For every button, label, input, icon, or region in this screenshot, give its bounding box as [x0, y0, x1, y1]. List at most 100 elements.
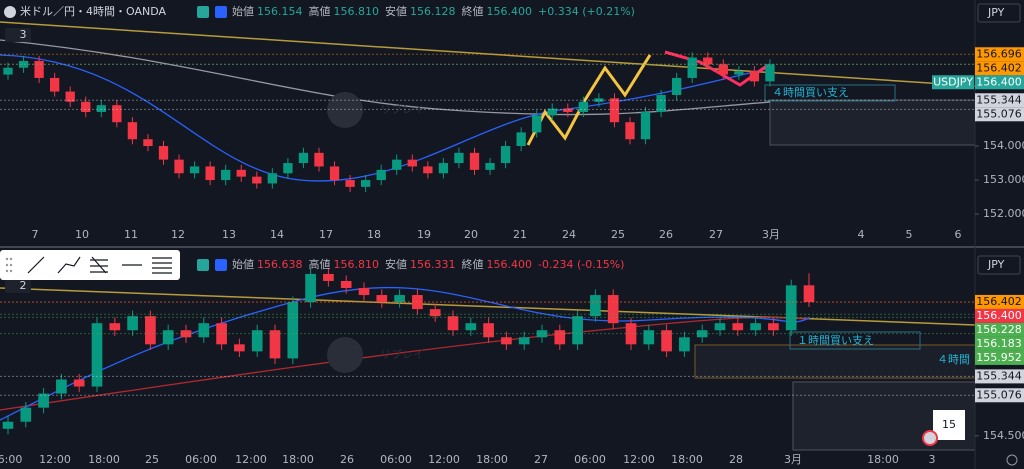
header-icons	[4, 6, 1018, 466]
candle-body	[768, 323, 779, 331]
tool-lines[interactable]	[152, 257, 172, 274]
candle-body	[590, 295, 601, 317]
candle-body	[73, 379, 85, 387]
candle-body	[536, 330, 548, 338]
price-tag	[975, 294, 1024, 309]
price-tag	[975, 322, 1024, 337]
event-icon[interactable]	[922, 430, 938, 446]
candle-body	[376, 169, 386, 181]
x-tick-label: 20	[464, 228, 478, 241]
badge-label: 15	[942, 418, 956, 431]
currency-label: JPY	[987, 258, 1005, 271]
candle-body	[625, 122, 635, 140]
watermark-icon	[327, 92, 363, 128]
badge-box	[933, 410, 965, 440]
candle-body	[358, 288, 370, 296]
candle-body	[18, 60, 29, 68]
trend-line	[0, 21, 976, 87]
candle-body	[578, 101, 589, 112]
moving-average	[0, 287, 811, 421]
candle-body	[109, 323, 121, 331]
candle-body	[714, 323, 726, 331]
candle-body	[500, 146, 511, 164]
currency-button[interactable]	[977, 3, 1021, 23]
candle-body	[454, 152, 464, 164]
pane-number: 3	[20, 28, 27, 41]
candle-body	[732, 323, 744, 331]
candle-body	[679, 337, 690, 352]
candle-body	[734, 71, 744, 75]
price-tag-label: 156.228	[976, 323, 1022, 336]
candle-body	[749, 71, 760, 82]
x-tick-label: 19	[417, 228, 431, 241]
status-icon	[197, 6, 209, 18]
x-tick-label: 18	[367, 228, 381, 241]
candle-body	[305, 273, 316, 303]
candle-body	[516, 132, 526, 147]
currency-label: JPY	[987, 6, 1005, 19]
wave-drawing	[526, 54, 652, 146]
replay-icon[interactable]	[215, 6, 227, 18]
settings-icon[interactable]	[1006, 454, 1018, 466]
candle-body	[376, 295, 388, 303]
ohlc-text: +0.334 (+0.21%)	[538, 5, 635, 18]
tool-trendline[interactable]	[27, 256, 45, 274]
candle-body	[180, 330, 192, 338]
x-tick-label: 18:00	[476, 453, 508, 466]
x-tick-label: 10	[75, 228, 89, 241]
candle-body	[687, 57, 697, 78]
ohlc-text: 安値	[385, 4, 407, 18]
annotation: ４時間買い支え	[772, 86, 849, 99]
x-tick-label: 12:00	[623, 453, 655, 466]
candle-body	[785, 285, 797, 331]
candle-body	[65, 91, 75, 102]
tool-path[interactable]	[57, 256, 81, 274]
ohlc-text: 終値	[462, 257, 484, 271]
price-tag-label: 156.696	[976, 47, 1022, 60]
candle-body	[96, 105, 106, 112]
ohlc-text: 156.638	[257, 258, 303, 271]
candle-body	[112, 105, 122, 123]
price-tag	[975, 336, 1024, 351]
x-tick-label: 6:00	[0, 453, 22, 466]
ohlc-text: 高値	[309, 257, 331, 271]
candle-body	[323, 273, 334, 281]
drag-handle	[5, 257, 13, 273]
pane-toggle	[5, 279, 31, 293]
symbol-tag	[932, 75, 974, 90]
x-tick-label: 3月	[784, 453, 802, 466]
currency-button[interactable]	[977, 255, 1021, 275]
tool-fib[interactable]	[90, 256, 108, 274]
price-tag-label: 156.183	[976, 337, 1022, 350]
zone-box	[694, 344, 976, 379]
x-tick-label: 18:00	[867, 453, 899, 466]
price-tag-label: 156.400	[976, 309, 1022, 322]
candle-body	[594, 98, 604, 102]
ohlc-text: 156.810	[334, 258, 380, 271]
x-tick-label: 4	[858, 228, 865, 241]
candle-body	[423, 166, 433, 174]
candle-body	[718, 64, 728, 75]
candle-body	[483, 323, 494, 338]
watermark-icon	[327, 337, 363, 373]
candle-body	[803, 285, 815, 303]
x-tick-label: 06:00	[380, 453, 412, 466]
replay-icon[interactable]	[215, 259, 227, 271]
ohlc-text: 終値	[462, 4, 484, 18]
candle-body	[438, 163, 449, 174]
candle-body	[643, 330, 655, 345]
chart-layer: リプレイ156.000154.000153.000152.000156.6961…	[0, 3, 1024, 466]
candle-body	[563, 108, 573, 112]
candle-body	[49, 77, 60, 92]
candle-body	[205, 166, 215, 181]
candle-body	[269, 330, 281, 359]
candle-body	[145, 316, 156, 345]
x-tick-label: 21	[513, 228, 527, 241]
toolbar-bg	[0, 250, 180, 280]
candle-body	[765, 64, 775, 82]
price-tag	[975, 75, 1024, 90]
price-tag	[975, 61, 1024, 76]
candle-body	[485, 163, 495, 170]
candle-body	[216, 323, 227, 345]
x-tick-label: 12	[171, 228, 185, 241]
